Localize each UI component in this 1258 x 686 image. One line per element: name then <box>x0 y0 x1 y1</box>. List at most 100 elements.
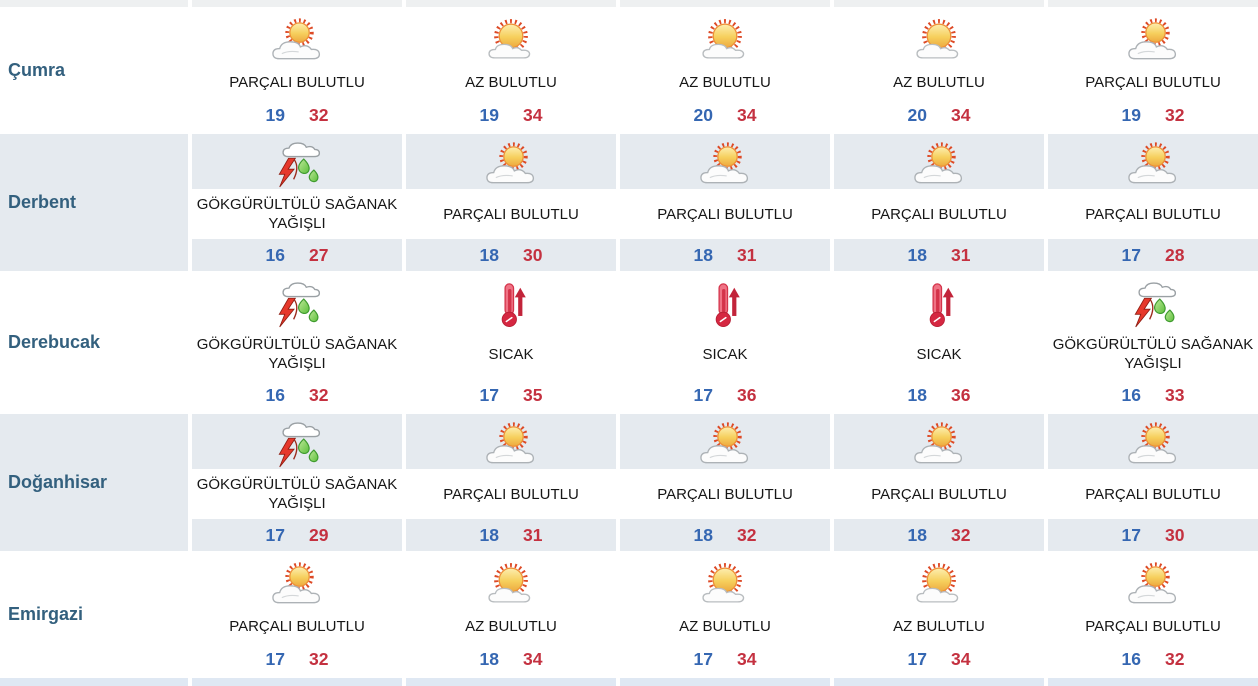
partly-cloudy-icon <box>1126 141 1180 189</box>
forecast-row-emirgazi: Emirgazi PARÇALI BULUTLU 17 32 AZ BULUTL… <box>0 554 1258 675</box>
forecast-cell: AZ BULUTLU 20 34 <box>834 10 1044 131</box>
max-temp: 36 <box>951 384 971 405</box>
temperature-range: 17 30 <box>1048 519 1258 551</box>
condition-label: PARÇALI BULUTLU <box>1048 469 1258 519</box>
forecast-cell: GÖKGÜRÜLTÜLÜ SAĞANAK YAĞIŞLI 16 33 <box>1048 274 1258 411</box>
max-temp: 31 <box>523 524 543 545</box>
forecast-row-derebucak: Derebucak GÖKGÜRÜLTÜLÜ SAĞANAK YAĞIŞLI 1… <box>0 274 1258 411</box>
forecast-cell: SICAK 17 35 <box>406 274 616 411</box>
condition-label: PARÇALI BULUTLU <box>406 189 616 239</box>
condition-label: PARÇALI BULUTLU <box>1048 189 1258 239</box>
mostly-sunny-icon <box>698 17 752 65</box>
min-temp: 18 <box>479 648 499 669</box>
condition-label: AZ BULUTLU <box>620 609 830 643</box>
forecast-cell: AZ BULUTLU 20 34 <box>620 10 830 131</box>
min-temp: 18 <box>907 244 927 265</box>
partly-cloudy-icon <box>1126 421 1180 469</box>
forecast-cell: PARÇALI BULUTLU 19 32 <box>1048 10 1258 131</box>
forecast-cell: GÖKGÜRÜLTÜLÜ SAĞANAK YAĞIŞLI 16 27 <box>192 134 402 271</box>
min-temp: 18 <box>693 244 713 265</box>
temperature-range: 18 32 <box>834 519 1044 551</box>
hot-icon <box>912 281 966 329</box>
condition-label: PARÇALI BULUTLU <box>620 189 830 239</box>
temperature-range: 17 32 <box>192 643 402 675</box>
temperature-range: 17 28 <box>1048 239 1258 271</box>
max-temp: 32 <box>951 524 971 545</box>
temperature-range: 18 31 <box>620 239 830 271</box>
temperature-range: 18 32 <box>620 519 830 551</box>
min-temp: 16 <box>1121 648 1141 669</box>
partly-cloudy-icon <box>270 561 324 609</box>
forecast-cell: PARÇALI BULUTLU 18 30 <box>406 134 616 271</box>
temperature-range: 16 32 <box>1048 643 1258 675</box>
city-label: Derebucak <box>8 332 101 352</box>
hot-icon <box>484 281 538 329</box>
partial-cell <box>192 0 402 7</box>
temperature-range: 17 34 <box>620 643 830 675</box>
condition-label: GÖKGÜRÜLTÜLÜ SAĞANAK YAĞIŞLI <box>192 329 402 379</box>
temperature-range: 19 32 <box>1048 99 1258 131</box>
min-temp: 17 <box>1121 524 1141 545</box>
mostly-sunny-icon <box>912 17 966 65</box>
forecast-cell: PARÇALI BULUTLU 18 32 <box>834 414 1044 551</box>
partial-cell <box>620 678 830 686</box>
temperature-range: 17 29 <box>192 519 402 551</box>
city-label: Derbent <box>0 134 188 271</box>
city-label: Doğanhisar <box>0 414 188 551</box>
thunderstorm-icon <box>270 421 324 469</box>
forecast-cell: PARÇALI BULUTLU 17 30 <box>1048 414 1258 551</box>
temperature-range: 18 34 <box>406 643 616 675</box>
forecast-cell: GÖKGÜRÜLTÜLÜ SAĞANAK YAĞIŞLI 17 29 <box>192 414 402 551</box>
temperature-range: 18 31 <box>406 519 616 551</box>
forecast-cell: PARÇALI BULUTLU 19 32 <box>192 10 402 131</box>
temperature-range: 20 34 <box>834 99 1044 131</box>
partial-cell <box>0 678 188 686</box>
condition-label: PARÇALI BULUTLU <box>620 469 830 519</box>
condition-label: AZ BULUTLU <box>406 609 616 643</box>
thunderstorm-icon <box>270 281 324 329</box>
min-temp: 18 <box>907 384 927 405</box>
max-temp: 31 <box>737 244 757 265</box>
forecast-cell: AZ BULUTLU 17 34 <box>620 554 830 675</box>
min-temp: 19 <box>1121 104 1141 125</box>
city-label: Çumra <box>8 60 66 80</box>
temperature-range: 18 30 <box>406 239 616 271</box>
partial-cell <box>1048 0 1258 7</box>
thunderstorm-icon <box>1126 281 1180 329</box>
max-temp: 32 <box>737 524 757 545</box>
partly-cloudy-icon <box>484 421 538 469</box>
min-temp: 20 <box>907 104 927 125</box>
forecast-cell: AZ BULUTLU 19 34 <box>406 10 616 131</box>
condition-label: PARÇALI BULUTLU <box>834 469 1044 519</box>
condition-label: PARÇALI BULUTLU <box>834 189 1044 239</box>
max-temp: 32 <box>309 104 329 125</box>
temperature-range: 18 31 <box>834 239 1044 271</box>
temperature-range: 20 34 <box>620 99 830 131</box>
condition-label: PARÇALI BULUTLU <box>1048 609 1258 643</box>
forecast-cell: PARÇALI BULUTLU 17 28 <box>1048 134 1258 271</box>
forecast-cell: PARÇALI BULUTLU 16 32 <box>1048 554 1258 675</box>
forecast-cell: SICAK 17 36 <box>620 274 830 411</box>
condition-label: AZ BULUTLU <box>620 65 830 99</box>
min-temp: 17 <box>479 384 499 405</box>
max-temp: 30 <box>523 244 543 265</box>
max-temp: 34 <box>523 104 543 125</box>
partial-cell <box>834 678 1044 686</box>
max-temp: 34 <box>951 648 971 669</box>
city-label: Emirgazi <box>8 604 84 624</box>
mostly-sunny-icon <box>484 17 538 65</box>
forecast-cell: AZ BULUTLU 17 34 <box>834 554 1044 675</box>
max-temp: 32 <box>1165 104 1185 125</box>
min-temp: 16 <box>265 384 285 405</box>
condition-label: PARÇALI BULUTLU <box>406 469 616 519</box>
thunderstorm-icon <box>270 141 324 189</box>
condition-label: SICAK <box>620 329 830 379</box>
max-temp: 28 <box>1165 244 1185 265</box>
max-temp: 32 <box>309 384 329 405</box>
min-temp: 16 <box>265 244 285 265</box>
temperature-range: 16 27 <box>192 239 402 271</box>
condition-label: SICAK <box>406 329 616 379</box>
min-temp: 17 <box>265 648 285 669</box>
temperature-range: 17 34 <box>834 643 1044 675</box>
partial-cell <box>406 678 616 686</box>
